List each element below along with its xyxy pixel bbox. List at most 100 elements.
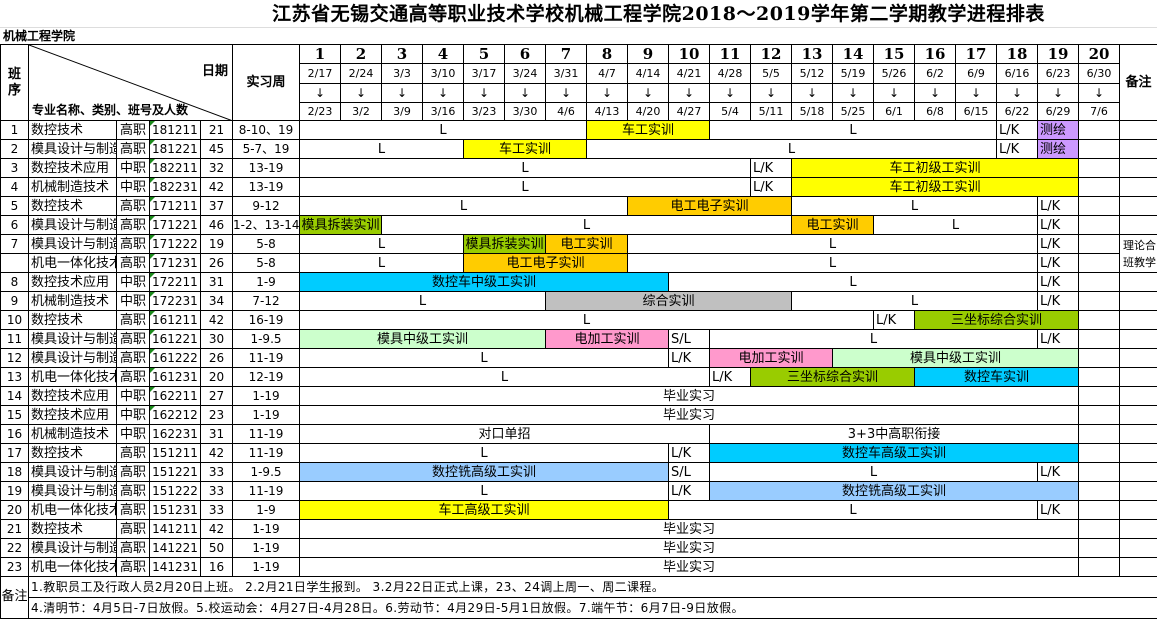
row-seq: 1 [0, 120, 29, 140]
schedule-segment: 模具拆装实训 [463, 234, 546, 254]
practice-weeks: 11-19 [232, 443, 300, 463]
schedule-segment: 3+3中高职衔接 [709, 424, 1079, 444]
program-type: 高职 [116, 538, 150, 558]
student-count: 42 [200, 310, 233, 330]
row-seq: 11 [0, 329, 29, 349]
schedule-segment: 三坐标综合实训 [914, 310, 1079, 330]
week-start-date: 4/21 [668, 63, 710, 84]
table-row: 16 机械制造技术（ 中职 162231 31 11-19 对口单招 3+3中高职衔接 [0, 424, 1157, 444]
program-type: 中职 [116, 405, 150, 425]
schedule-segment: L/K [1037, 462, 1079, 482]
table-row: 6 模具设计与制造 高职 171221 46 1-2、13-14 模具拆装实训 L 电工实训 L L… [0, 215, 1157, 235]
student-count: 31 [200, 424, 233, 444]
row-seq: 9 [0, 291, 29, 311]
notes-row: 4.清明节：4月5日-7日放假。5.校运动会：4月27日-4月28日。6.劳动节… [1, 597, 1157, 619]
schedule-segment: L/K [873, 310, 915, 330]
schedule-segment: L [709, 329, 1038, 349]
arrow-down-icon: ↓ [832, 83, 874, 103]
table-row: 21 数控技术 高职 141211 42 1-19 毕业实习 [0, 519, 1157, 539]
practice-weeks: 5-8 [232, 253, 300, 273]
student-count: 32 [200, 158, 233, 178]
page-title: 江苏省无锡交通高等职业技术学校机械工程学院2018～2019学年第二学期教学进程… [0, 0, 1157, 28]
empty-week-cell [1078, 443, 1120, 463]
practice-weeks: 16-19 [232, 310, 300, 330]
remarks-header: 备注 [1119, 44, 1157, 121]
schedule-segment: L [381, 215, 792, 235]
class-number: 151231 [149, 500, 201, 520]
empty-week-cell [1078, 519, 1120, 539]
student-count: 46 [200, 215, 233, 235]
schedule-segment: L/K [1037, 215, 1079, 235]
empty-week-cell [1078, 538, 1120, 558]
week-start-date: 3/17 [463, 63, 505, 84]
schedule-segment: L [299, 291, 546, 311]
class-number: 171211 [149, 196, 201, 216]
note-line: 4.清明节：4月5日-7日放假。5.校运动会：4月27日-4月28日。6.劳动节… [28, 597, 1157, 619]
row-remark-empty [1119, 519, 1157, 539]
class-number: 141231 [149, 557, 201, 577]
row-remark-empty [1119, 215, 1157, 235]
row-seq: 14 [0, 386, 29, 406]
schedule-segment: 毕业实习 [299, 557, 1079, 577]
row-seq: 17 [0, 443, 29, 463]
row-seq: 13 [0, 367, 29, 387]
student-count: 16 [200, 557, 233, 577]
row-seq: 20 [0, 500, 29, 520]
schedule-segment: L [668, 500, 1038, 520]
student-count: 45 [200, 139, 233, 159]
arrow-down-icon: ↓ [750, 83, 792, 103]
week-start-date: 6/2 [914, 63, 956, 84]
major-name: 数控技术 [28, 443, 117, 463]
major-name: 数控技术应用 [28, 272, 117, 292]
schedule-segment: L [299, 177, 751, 197]
schedule-segment: 车工实训 [463, 139, 587, 159]
table-row: 1 数控技术 高职 181211 21 8-10、19 L 车工实训 L L/K 测绘 [0, 120, 1157, 140]
practice-weeks: 1-2、13-14 [232, 215, 300, 235]
practice-weeks: 1-19 [232, 386, 300, 406]
class-number: 162212 [149, 405, 201, 425]
week-end-date: 6/1 [873, 102, 915, 121]
row-seq: 2 [0, 139, 29, 159]
empty-week-cell [1078, 139, 1120, 159]
week-start-date: 2/24 [340, 63, 382, 84]
schedule-segment: 综合实训 [545, 291, 792, 311]
row-remark-empty [1119, 538, 1157, 558]
week-end-date: 6/29 [1037, 102, 1079, 121]
major-name: 模具设计与制造 [28, 329, 117, 349]
row-remark-empty [1119, 158, 1157, 178]
empty-week-cell [1078, 557, 1120, 577]
week-end-date: 4/20 [627, 102, 669, 121]
program-type: 中职 [116, 272, 150, 292]
schedule-segment: L [627, 253, 1038, 273]
schedule-segment: L/K [750, 177, 792, 197]
student-count: 20 [200, 367, 233, 387]
class-number: 172231 [149, 291, 201, 311]
week-start-date: 5/19 [832, 63, 874, 84]
header-row: 2/17 2/24 3/3 3/10 3/17 3/24 3/31 4/7 4/14 4/21 4/… [1, 63, 1157, 84]
major-name: 数控技术应用 [28, 158, 117, 178]
class-number: 151211 [149, 443, 201, 463]
student-count: 26 [200, 348, 233, 368]
schedule-segment: L/K [1037, 329, 1079, 349]
week-number: 15 [873, 44, 915, 64]
class-number: 161221 [149, 329, 201, 349]
row-seq: 8 [0, 272, 29, 292]
class-number: 181211 [149, 120, 201, 140]
major-name: 数控技术 [28, 519, 117, 539]
row-remark-empty [1119, 120, 1157, 140]
week-end-date: 6/22 [996, 102, 1038, 121]
diagonal-line [29, 45, 231, 120]
major-name: 数控技术 [28, 120, 117, 140]
row-remark-empty [1119, 291, 1157, 311]
class-number: 171222 [149, 234, 201, 254]
schedule-segment: 对口单招 [299, 424, 710, 444]
week-start-date: 2/17 [299, 63, 341, 84]
schedule-segment: L [299, 443, 669, 463]
table-row: 15 数控技术应用 中职 162212 23 1-19 毕业实习 [0, 405, 1157, 425]
schedule-segment: L [299, 481, 669, 501]
student-count: 42 [200, 177, 233, 197]
week-number: 4 [422, 44, 464, 64]
practice-weeks: 8-10、19 [232, 120, 300, 140]
schedule-segment: L/K [1037, 253, 1079, 273]
program-type: 高职 [116, 519, 150, 539]
